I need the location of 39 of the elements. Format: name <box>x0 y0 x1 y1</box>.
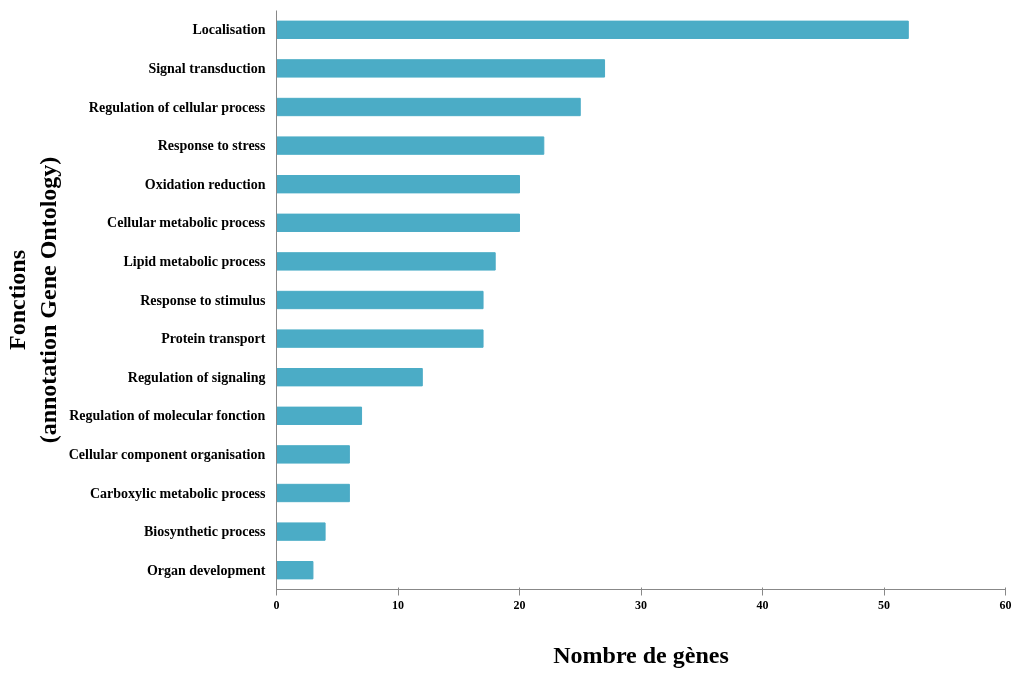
y-tick-label: Lipid metabolic process <box>123 253 267 269</box>
bar <box>276 406 363 425</box>
y-tick-label: Regulation of cellular process <box>88 99 266 115</box>
y-tick-label: Organ development <box>146 562 266 578</box>
x-tick-label: 30 <box>635 597 647 612</box>
y-tick-label: Response to stress <box>157 138 267 154</box>
bar <box>276 483 350 503</box>
bar <box>276 561 314 580</box>
y-tick-label: Protein transport <box>161 331 266 347</box>
y-tick-label: Cellular component organisation <box>68 446 266 462</box>
bar <box>276 59 606 78</box>
bar <box>276 329 484 348</box>
y-tick-label: Localisation <box>192 22 266 38</box>
bar <box>276 97 581 117</box>
bar <box>276 213 520 232</box>
x-tick-label: 50 <box>878 597 890 612</box>
bar <box>276 522 326 541</box>
y-tick-label: Carboxylic metabolic process <box>90 485 267 501</box>
bar <box>276 20 909 39</box>
bar <box>276 136 545 155</box>
y-tick-label: Signal transduction <box>148 60 266 76</box>
x-tick-label: 0 <box>273 597 280 612</box>
x-tick-label: 20 <box>513 597 526 612</box>
y-tick-label: Regulation of signaling <box>127 369 266 385</box>
x-axis-title: Nombre de gènes <box>553 641 729 668</box>
bar <box>276 368 423 387</box>
bar <box>276 445 350 464</box>
y-axis-title: Fonctions (annotation Gene Ontology) <box>3 156 61 444</box>
x-tick-label: 60 <box>999 597 1012 612</box>
x-tick-label: 10 <box>392 597 404 612</box>
bar <box>276 175 520 194</box>
x-tick-label: 40 <box>756 597 769 612</box>
bar <box>276 290 484 310</box>
y-tick-label: Regulation of molecular fonction <box>69 408 266 424</box>
y-tick-label: Cellular metabolic process <box>107 215 266 231</box>
y-tick-label: Response to stimulus <box>140 292 267 308</box>
y-tick-label: Biosynthetic process <box>144 524 267 540</box>
bar <box>276 252 496 271</box>
y-tick-label: Oxidation reduction <box>144 176 266 192</box>
